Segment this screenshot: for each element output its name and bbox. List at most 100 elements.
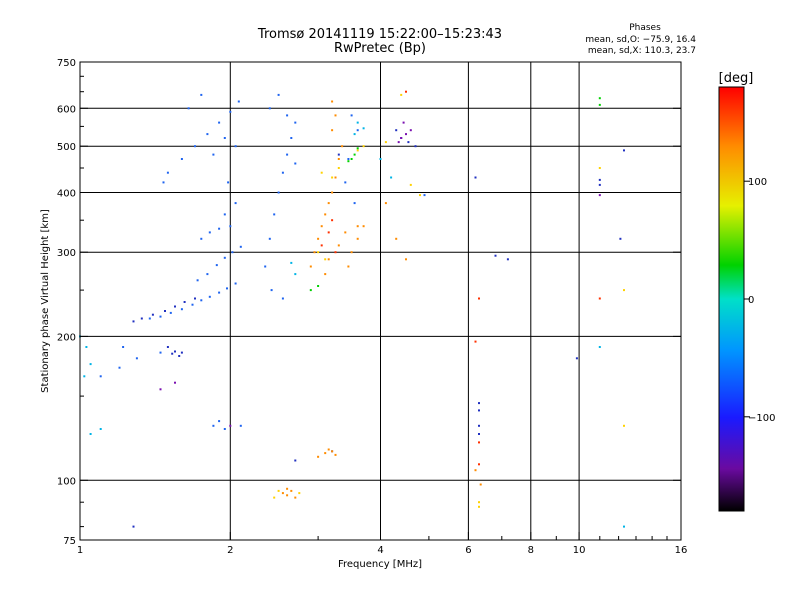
data-point <box>494 254 497 257</box>
x-tick-label: 10 <box>573 545 586 556</box>
data-point <box>132 320 135 323</box>
data-point <box>474 176 477 179</box>
data-point <box>337 244 340 247</box>
data-point <box>474 340 477 343</box>
data-point <box>320 244 323 247</box>
data-point <box>229 110 232 113</box>
data-point <box>294 121 297 124</box>
data-point <box>223 213 226 216</box>
data-point <box>132 525 135 528</box>
data-point <box>395 129 398 132</box>
data-point <box>356 237 359 240</box>
data-point <box>171 352 174 355</box>
data-point <box>598 97 601 100</box>
data-point <box>223 428 226 430</box>
data-point <box>350 114 353 117</box>
data-point <box>218 227 221 230</box>
y-tick-label: 200 <box>57 332 76 343</box>
data-point <box>331 100 334 103</box>
data-point <box>85 346 88 348</box>
data-point <box>405 90 407 93</box>
data-point <box>290 489 293 492</box>
data-point <box>268 107 271 110</box>
data-point <box>234 145 237 148</box>
y-tick-label: 400 <box>57 189 76 200</box>
data-point <box>334 453 337 456</box>
data-point <box>277 93 280 96</box>
y-tick-label: 750 <box>57 58 76 69</box>
data-point <box>286 153 289 156</box>
data-point <box>350 251 353 254</box>
data-point <box>268 237 271 240</box>
data-point <box>409 129 412 132</box>
data-point <box>347 160 350 163</box>
data-point <box>347 158 350 160</box>
data-point <box>623 149 625 152</box>
data-point <box>423 194 426 197</box>
data-point <box>331 191 334 194</box>
data-point <box>234 202 237 205</box>
data-point <box>294 162 297 165</box>
colorbar-label: [deg] <box>719 71 754 86</box>
data-point <box>419 194 421 197</box>
data-point <box>478 297 480 300</box>
data-point <box>331 450 334 453</box>
data-point <box>264 265 267 268</box>
data-point <box>400 93 403 96</box>
data-point <box>294 459 297 462</box>
data-point <box>229 225 232 228</box>
data-point <box>478 505 480 508</box>
data-point <box>174 305 176 308</box>
data-point <box>353 153 356 156</box>
data-point <box>180 351 183 354</box>
data-point <box>309 289 312 292</box>
data-point <box>270 289 273 292</box>
data-point <box>331 219 334 222</box>
x-axis-label: Frequency [MHz] <box>338 559 422 570</box>
data-point <box>162 181 165 184</box>
data-point <box>478 433 480 435</box>
data-point <box>227 181 230 184</box>
data-point <box>478 463 480 466</box>
data-point <box>218 121 221 124</box>
data-point <box>317 237 320 240</box>
data-point <box>208 295 211 298</box>
data-point <box>239 424 242 427</box>
data-point <box>353 202 356 205</box>
data-point <box>159 315 162 318</box>
data-point <box>317 251 320 254</box>
data-point <box>166 346 169 348</box>
data-point <box>623 424 625 427</box>
data-point <box>334 176 337 179</box>
data-point <box>356 149 359 152</box>
x-tick-label: 6 <box>465 545 471 556</box>
data-point <box>623 289 625 292</box>
data-point <box>200 299 203 302</box>
data-point <box>405 133 407 136</box>
data-point <box>135 357 138 360</box>
y-axis: 75 100 200 300 400 500 600 750 <box>57 58 681 547</box>
colorbar-ticks: 100 0 −100 <box>744 177 775 424</box>
x-tick-label: 16 <box>675 545 688 556</box>
data-point <box>178 355 181 357</box>
data-point <box>334 114 337 117</box>
data-point <box>309 265 312 268</box>
data-point <box>140 317 143 320</box>
data-point <box>575 357 578 360</box>
data-point <box>208 231 211 234</box>
data-point <box>344 181 347 184</box>
y-axis-label: Stationary phase Virtual Height [km] <box>40 209 51 393</box>
data-point <box>223 137 226 139</box>
data-point <box>402 121 405 124</box>
data-point <box>356 147 359 150</box>
data-point <box>226 287 228 290</box>
data-point <box>223 256 226 259</box>
data-point <box>212 153 215 156</box>
data-point <box>379 158 382 160</box>
data-point <box>148 317 151 320</box>
data-point <box>166 171 169 174</box>
data-point <box>598 103 601 106</box>
data-point <box>397 141 400 144</box>
data-point <box>174 381 176 384</box>
data-point <box>281 297 284 300</box>
